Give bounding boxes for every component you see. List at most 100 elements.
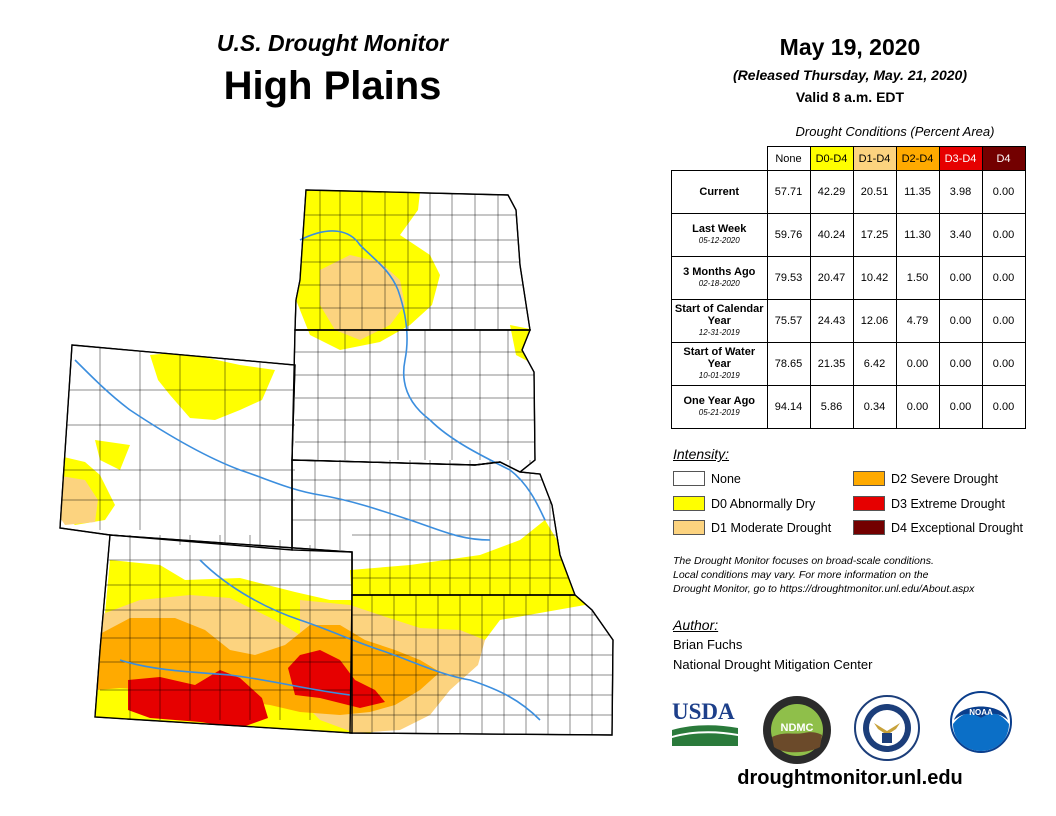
cell: 0.00 bbox=[981, 342, 1026, 386]
ndmc-logo: NDMC bbox=[762, 695, 832, 765]
state-borders bbox=[59, 189, 614, 736]
table-row: Last Week 05-12-2020 59.76 40.24 17.25 11… bbox=[671, 213, 1026, 257]
legend-item-d1: D1 Moderate Drought bbox=[673, 520, 831, 535]
cell: 11.35 bbox=[895, 170, 940, 214]
product-title: U.S. Drought Monitor bbox=[216, 30, 449, 56]
table-caption: Drought Conditions (Percent Area) bbox=[795, 124, 995, 139]
cell: 75.57 bbox=[766, 299, 811, 343]
row-label-text: One Year Ago bbox=[683, 395, 756, 407]
cell: 40.24 bbox=[809, 213, 854, 257]
noaa-seagull-icon: NOAA bbox=[950, 691, 1012, 753]
legend-label: D2 Severe Drought bbox=[891, 471, 999, 486]
col-d0-d4: D0-D4 bbox=[809, 146, 854, 171]
row-label-text: Last Week bbox=[692, 223, 747, 235]
rivers bbox=[74, 230, 546, 721]
cell: 0.00 bbox=[981, 213, 1026, 257]
row-date: 12-31-2019 bbox=[698, 328, 740, 337]
cell: 0.00 bbox=[895, 385, 940, 429]
row-label-text: Start of Water Year bbox=[683, 346, 756, 370]
map-date: May 19, 2020 bbox=[779, 34, 921, 60]
table-row: 3 Months Ago 02-18-2020 79.53 20.47 10.42… bbox=[671, 256, 1026, 300]
legend-swatch bbox=[853, 520, 885, 535]
cell: 24.43 bbox=[809, 299, 854, 343]
cell: 3.98 bbox=[938, 170, 983, 214]
cell: 0.00 bbox=[938, 256, 983, 300]
usda-logo-text: USDA bbox=[672, 699, 735, 724]
table-row: Start of Calendar Year 12-31-2019 75.57 2… bbox=[671, 299, 1026, 343]
noaa-logo: NOAA bbox=[950, 690, 1012, 760]
website-link[interactable]: droughtmonitor.unl.edu bbox=[737, 767, 963, 789]
cell: 0.00 bbox=[938, 342, 983, 386]
usda-logo: USDA bbox=[672, 700, 738, 750]
cell: 5.86 bbox=[809, 385, 854, 429]
drought-map bbox=[59, 189, 614, 736]
table-row: One Year Ago 05-21-2019 94.14 5.86 0.34 0… bbox=[671, 385, 1026, 429]
col-d2-d4: D2-D4 bbox=[895, 146, 940, 171]
legend-swatch bbox=[673, 496, 705, 511]
cell: 1.50 bbox=[895, 256, 940, 300]
cell: 3.40 bbox=[938, 213, 983, 257]
author-org: National Drought Mitigation Center bbox=[673, 657, 873, 672]
cell: 6.42 bbox=[852, 342, 897, 386]
cell: 12.06 bbox=[852, 299, 897, 343]
commerce-logo bbox=[854, 695, 920, 761]
cell: 0.34 bbox=[852, 385, 897, 429]
col-d4: D4 bbox=[981, 146, 1026, 171]
cell: 20.47 bbox=[809, 256, 854, 300]
cell: 57.71 bbox=[766, 170, 811, 214]
legend-item-none: None bbox=[673, 471, 741, 486]
region-title: High Plains bbox=[223, 64, 442, 108]
cell: 0.00 bbox=[981, 170, 1026, 214]
drought-stats-table: None D0-D4 D1-D4 D2-D4 D3-D4 D4 Current … bbox=[671, 146, 1026, 429]
cell: 59.76 bbox=[766, 213, 811, 257]
cell: 0.00 bbox=[981, 256, 1026, 300]
row-date: 10-01-2019 bbox=[698, 371, 740, 380]
row-label-text: Start of Calendar Year bbox=[674, 303, 764, 327]
cell: 0.00 bbox=[938, 299, 983, 343]
table-row: Start of Water Year 10-01-2019 78.65 21.3… bbox=[671, 342, 1026, 386]
legend-label: D0 Abnormally Dry bbox=[711, 496, 816, 511]
note-link-line[interactable]: Drought Monitor, go to https://droughtmo… bbox=[673, 583, 975, 595]
author-heading: Author: bbox=[673, 617, 719, 633]
cell: 17.25 bbox=[852, 213, 897, 257]
disclaimer-note: The Drought Monitor focuses on broad-sca… bbox=[673, 554, 1053, 596]
col-none: None bbox=[766, 146, 811, 171]
legend-label: None bbox=[711, 471, 741, 486]
noaa-label: NOAA bbox=[969, 708, 993, 717]
cell: 78.65 bbox=[766, 342, 811, 386]
cell: 0.00 bbox=[938, 385, 983, 429]
county-lines bbox=[60, 190, 612, 735]
legend-swatch bbox=[673, 520, 705, 535]
valid-time: Valid 8 a.m. EDT bbox=[795, 89, 905, 105]
legend-item-d2: D2 Severe Drought bbox=[853, 471, 998, 486]
usda-field-icon bbox=[672, 725, 738, 746]
legend-item-d0: D0 Abnormally Dry bbox=[673, 496, 815, 511]
cell: 20.51 bbox=[852, 170, 897, 214]
col-d1-d4: D1-D4 bbox=[852, 146, 897, 171]
eagle-seal-icon bbox=[854, 695, 920, 761]
cell: 94.14 bbox=[766, 385, 811, 429]
row-label: One Year Ago 05-21-2019 bbox=[671, 385, 768, 429]
legend-label: D1 Moderate Drought bbox=[711, 520, 832, 535]
row-label-text: Current bbox=[699, 186, 740, 198]
legend-item-d3: D3 Extreme Drought bbox=[853, 496, 1005, 511]
note-line: Local conditions may vary. For more info… bbox=[673, 569, 929, 581]
legend-item-d4: D4 Exceptional Drought bbox=[853, 520, 1023, 535]
release-date: (Released Thursday, May. 21, 2020) bbox=[733, 67, 967, 83]
cell: 21.35 bbox=[809, 342, 854, 386]
cell: 79.53 bbox=[766, 256, 811, 300]
legend-label: D3 Extreme Drought bbox=[891, 496, 1005, 511]
cell: 4.79 bbox=[895, 299, 940, 343]
row-label: Last Week 05-12-2020 bbox=[671, 213, 768, 257]
row-label: 3 Months Ago 02-18-2020 bbox=[671, 256, 768, 300]
author-name: Brian Fuchs bbox=[673, 637, 743, 652]
row-label-text: 3 Months Ago bbox=[683, 266, 756, 278]
legend-swatch bbox=[673, 471, 705, 486]
cell: 0.00 bbox=[895, 342, 940, 386]
cell: 0.00 bbox=[981, 385, 1026, 429]
cell: 42.29 bbox=[809, 170, 854, 214]
row-date: 05-21-2019 bbox=[698, 408, 740, 417]
ndmc-seal-icon: NDMC bbox=[763, 696, 831, 764]
row-date: 02-18-2020 bbox=[698, 279, 740, 288]
row-label: Start of Calendar Year 12-31-2019 bbox=[671, 299, 768, 343]
